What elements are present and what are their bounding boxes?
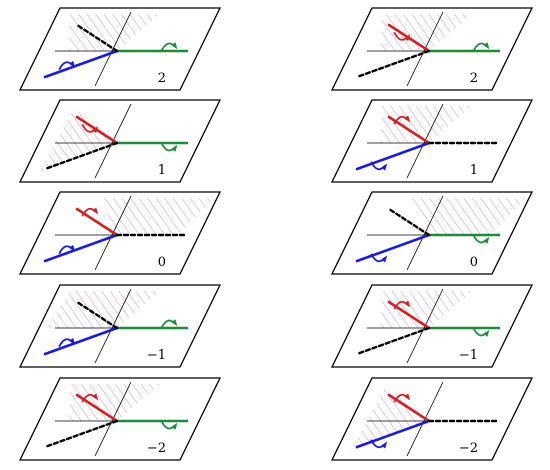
- shaded-region: [38, 108, 117, 174]
- panel-left-1: 2: [18, 7, 222, 91]
- shaded-region: [100, 198, 214, 235]
- green-arrowhead: [171, 144, 178, 152]
- panel-right-1: 2: [330, 7, 534, 91]
- blue-arrowhead: [69, 244, 76, 252]
- green-arrowhead: [171, 42, 178, 50]
- panel-label: 0: [470, 255, 478, 270]
- blue-arrowhead: [381, 163, 388, 171]
- shaded-region: [47, 291, 160, 328]
- red-arrowhead: [404, 115, 411, 123]
- green-arrowhead: [171, 319, 178, 327]
- panels-root: 2 1 0 −1 −2 2 1 0 −1 −2: [18, 7, 534, 461]
- red-arrowhead: [404, 34, 411, 42]
- dashed-ray: [387, 207, 431, 237]
- blue-ray: [355, 233, 431, 263]
- panel-right-5: −2: [330, 377, 534, 461]
- panel-label: 0: [158, 255, 166, 270]
- green-arrowhead: [483, 329, 490, 337]
- blue-ray: [355, 419, 431, 449]
- shaded-region: [69, 384, 160, 421]
- red-arrowhead: [92, 126, 99, 134]
- dashed-ray: [355, 326, 431, 356]
- panel-label: −1: [459, 348, 478, 363]
- shaded-region: [409, 198, 526, 235]
- green-arrowhead: [171, 422, 178, 430]
- panel-right-4: −1: [330, 284, 534, 368]
- panel-left-5: −2: [18, 377, 222, 461]
- red-arrowhead: [404, 393, 411, 401]
- panel-label: −2: [147, 441, 166, 456]
- panel-left-4: −1: [18, 284, 222, 368]
- shaded-region: [381, 291, 472, 328]
- green-arrowhead: [483, 236, 490, 244]
- panel-left-2: 1: [18, 99, 222, 183]
- panel-label: 2: [158, 71, 166, 86]
- shaded-region: [69, 14, 160, 51]
- dashed-ray: [355, 49, 431, 79]
- panel-right-3: 0: [330, 191, 534, 275]
- dashed-ray: [75, 23, 119, 53]
- dashed-ray: [43, 141, 119, 171]
- blue-arrowhead: [381, 441, 388, 449]
- panel-right-2: 1: [330, 99, 534, 183]
- blue-ray: [43, 49, 119, 79]
- blue-arrowhead: [69, 337, 76, 345]
- blue-ray: [43, 233, 119, 263]
- shaded-region: [381, 14, 472, 51]
- dashed-ray: [43, 419, 119, 449]
- shaded-region: [381, 106, 472, 143]
- blue-arrowhead: [381, 255, 388, 263]
- blue-arrowhead: [69, 60, 76, 68]
- panel-frame: [330, 377, 534, 461]
- green-arrowhead: [483, 42, 490, 50]
- panel-label: −1: [147, 348, 166, 363]
- panel-left-3: 0: [18, 191, 222, 275]
- panel-frame: [18, 99, 222, 183]
- red-arrowhead: [404, 300, 411, 308]
- panel-label: −2: [459, 441, 478, 456]
- dashed-ray: [75, 300, 119, 330]
- blue-ray: [43, 326, 119, 356]
- red-arrowhead: [92, 393, 99, 401]
- blue-ray: [355, 141, 431, 171]
- panel-label: 1: [158, 163, 166, 178]
- shaded-region: [350, 386, 429, 452]
- red-arrowhead: [92, 207, 99, 215]
- panel-label: 1: [470, 163, 478, 178]
- panel-label: 2: [470, 71, 478, 86]
